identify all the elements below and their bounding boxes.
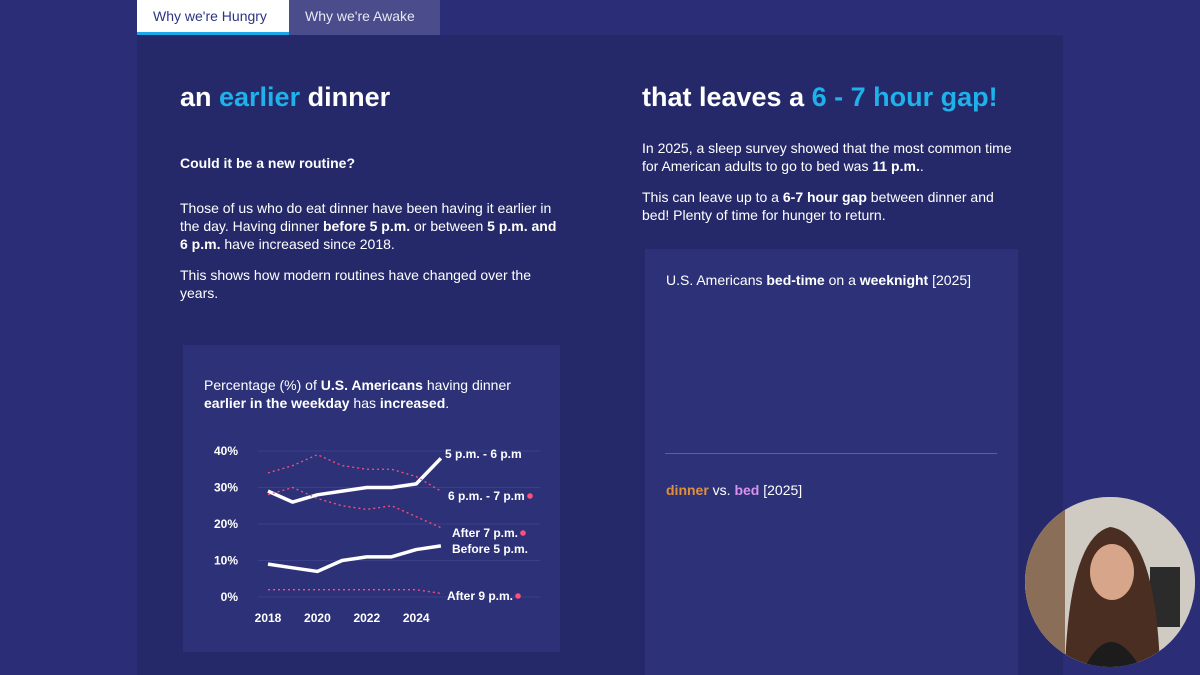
y-tick-label: 0% — [221, 590, 239, 604]
right-heading: that leaves a 6 - 7 hour gap! — [642, 82, 998, 112]
series-label: After 9 p.m. — [447, 589, 513, 603]
x-tick-label: 2018 — [255, 611, 282, 625]
bedtime-chart-title: U.S. Americans bed-time on a weeknight [… — [666, 272, 972, 288]
bedtime-card — [645, 249, 1018, 675]
legend-dot — [520, 530, 526, 536]
y-tick-label: 30% — [214, 481, 238, 495]
x-tick-label: 2020 — [304, 611, 331, 625]
series-line — [268, 589, 441, 594]
right-paragraph-1: In 2025, a sleep survey showed that the … — [642, 140, 1012, 174]
tab-bar: Why we're Hungry Why we're Awake — [137, 0, 440, 35]
dinner-vs-bed-title: dinner vs. bed [2025] — [666, 482, 803, 498]
tab-why-awake[interactable]: Why we're Awake — [289, 0, 440, 35]
y-tick-label: 40% — [214, 444, 238, 458]
y-tick-label: 10% — [214, 554, 238, 568]
dinner-chart-title: Percentage (%) of U.S. Americans having … — [204, 377, 511, 411]
x-tick-label: 2024 — [403, 611, 430, 625]
right-paragraph-2: This can leave up to a 6-7 hour gap betw… — [642, 189, 994, 223]
left-heading: an earlier dinner — [180, 82, 391, 112]
left-paragraph-2: This shows how modern routines have chan… — [180, 267, 531, 301]
divider — [665, 453, 997, 454]
series-line — [267, 486, 442, 529]
series-line — [267, 457, 443, 504]
legend-dot — [527, 493, 533, 499]
presenter-webcam-avatar — [1025, 497, 1195, 667]
series-label: 6 p.m. - 7 p.m — [448, 489, 525, 503]
y-tick-label: 20% — [214, 517, 238, 531]
series-label: Before 5 p.m. — [452, 542, 528, 556]
left-paragraph-1: Those of us who do eat dinner have been … — [180, 200, 557, 252]
series-line — [267, 544, 442, 574]
series-line — [267, 453, 442, 492]
series-label: 5 p.m. - 6 p.m — [445, 447, 522, 461]
question-text: Could it be a new routine? — [180, 155, 355, 171]
series-label: After 7 p.m. — [452, 526, 518, 540]
tab-why-hungry[interactable]: Why we're Hungry — [137, 0, 289, 35]
dinner-trend-card — [183, 345, 560, 652]
x-tick-label: 2022 — [353, 611, 380, 625]
legend-dot — [515, 593, 521, 599]
person-icon — [1025, 497, 1195, 667]
